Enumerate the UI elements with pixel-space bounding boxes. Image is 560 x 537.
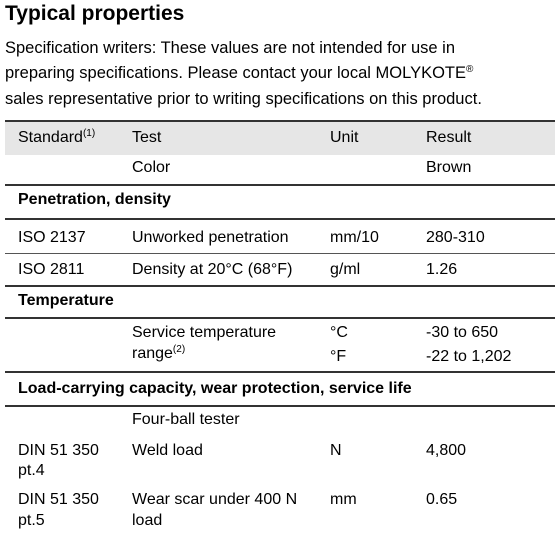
section: Penetration, density xyxy=(18,191,171,208)
intro-line: preparing specifications. Please contact… xyxy=(5,63,473,83)
rule xyxy=(5,371,555,373)
rule xyxy=(5,405,555,407)
intro-line: sales representative prior to writing sp… xyxy=(5,90,482,108)
cell: pt.5 xyxy=(18,512,45,529)
cell: mm xyxy=(330,491,357,508)
cell: -30 to 650 xyxy=(426,324,499,341)
cell: Density at 20°C (68°F) xyxy=(132,261,293,278)
cell: °C xyxy=(330,324,348,341)
cell: pt.4 xyxy=(18,462,45,479)
rule xyxy=(5,218,555,220)
footnote: (2) xyxy=(172,344,186,355)
header-row xyxy=(5,121,555,155)
rule xyxy=(5,317,555,319)
rule xyxy=(5,253,555,254)
cell: 280-310 xyxy=(426,229,485,246)
trademark: ® xyxy=(466,64,474,75)
col-header: Test xyxy=(132,129,162,146)
rule xyxy=(5,184,555,186)
text: range xyxy=(132,345,173,362)
col-header: Unit xyxy=(330,129,359,146)
cell: Service temperature xyxy=(132,324,277,341)
cell: DIN 51 350 xyxy=(18,491,99,508)
title: Typical properties xyxy=(5,2,185,25)
cell: range(2) xyxy=(132,344,185,364)
cell: ISO 2811 xyxy=(18,261,85,278)
cell: mm/10 xyxy=(330,229,379,246)
text: Standard xyxy=(18,129,83,146)
cell: Weld load xyxy=(132,442,203,459)
section: Load-carrying capacity, wear protection,… xyxy=(18,380,412,397)
cell: g/ml xyxy=(330,261,361,278)
rule xyxy=(5,285,555,287)
cell: Wear scar under 400 N xyxy=(132,491,298,508)
cell: °F xyxy=(330,348,347,365)
cell: Color xyxy=(132,159,171,176)
cell: Unworked penetration xyxy=(132,229,289,246)
cell: DIN 51 350 xyxy=(18,442,99,459)
cell: -22 to 1,202 xyxy=(426,348,512,365)
cell: Four-ball tester xyxy=(132,411,240,428)
rule xyxy=(5,120,555,122)
cell: 1.26 xyxy=(426,261,458,278)
col-header: Standard(1) xyxy=(18,128,95,148)
col-header: Result xyxy=(426,129,472,146)
cell: Brown xyxy=(426,159,472,176)
intro-line: Specification writers: These values are … xyxy=(5,39,456,57)
cell: ISO 2137 xyxy=(18,229,86,246)
footnote: (1) xyxy=(82,128,96,139)
cell: 4,800 xyxy=(426,442,467,459)
text: preparing specifications. Please contact… xyxy=(5,64,466,82)
section: Temperature xyxy=(18,292,114,309)
cell: N xyxy=(330,442,342,459)
cell: load xyxy=(132,512,163,529)
cell: 0.65 xyxy=(426,491,458,508)
